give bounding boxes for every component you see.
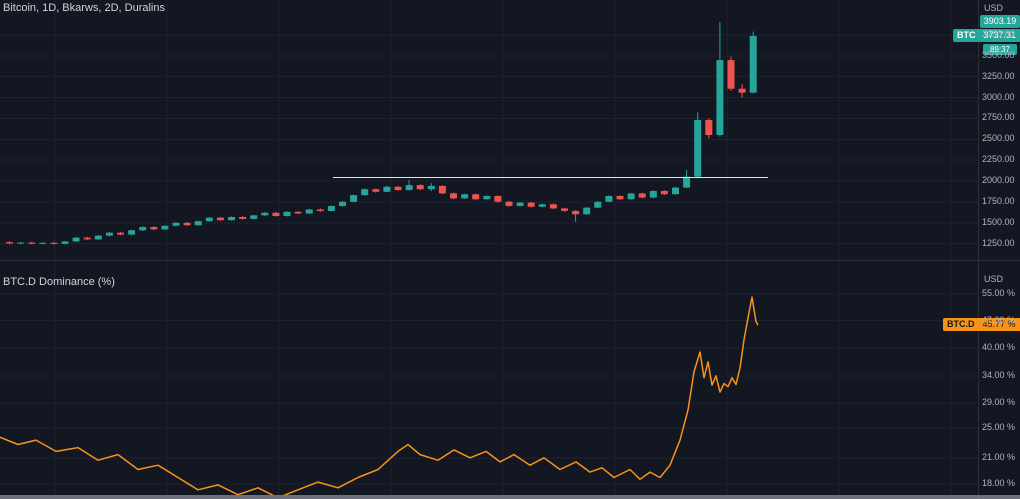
time-axis-strip[interactable] xyxy=(0,495,1020,499)
price-tick-label: 1250.00 xyxy=(982,237,1015,248)
percent-tick-label: 29.00 % xyxy=(982,396,1016,407)
price-tick-label: 2500.00 xyxy=(982,133,1015,144)
price-pane[interactable]: Bitcoin, 1D, Bkarws, 2D, Duralins xyxy=(0,0,978,260)
percent-tick-label: 18.00 % xyxy=(982,478,1016,488)
percent-tick-label: 25.00 % xyxy=(982,422,1016,433)
dominance-line-chart[interactable] xyxy=(0,261,978,495)
percent-tick-label: 55.00 % xyxy=(982,288,1016,298)
symbol-legend[interactable]: Bitcoin, 1D, Bkarws, 2D, Duralins xyxy=(3,2,165,14)
price-tick-label: 3250.00 xyxy=(982,70,1015,81)
currency-label-price-axis[interactable]: USD xyxy=(984,3,1004,13)
symbol-title[interactable]: Bitcoin, 1D, Bkarws, 2D, Duralins xyxy=(3,2,165,14)
price-tick-label: 3750.00 xyxy=(982,28,1015,39)
price-tick-label: 1500.00 xyxy=(982,216,1015,227)
candlestick-chart[interactable] xyxy=(0,0,978,260)
price-axis[interactable]: USD USD 3903.19 BTC 3737.31 89:37 BTC.D … xyxy=(943,0,1020,499)
dominance-pane[interactable]: BTC.D Dominance (%) xyxy=(0,261,978,495)
price-tick-label: 2750.00 xyxy=(982,112,1015,123)
bar-countdown-badge: 89:37 xyxy=(983,43,1017,55)
percent-tick-label: 34.00 % xyxy=(982,369,1016,380)
currency-label-dominance-axis[interactable]: USD xyxy=(984,274,1004,284)
last-price-badge: BTC 3737.31 xyxy=(953,28,1020,42)
dominance-symbol-tag: BTC.D xyxy=(943,318,979,332)
percent-tick-label: 47.00 % xyxy=(982,314,1016,325)
high-price-badge: 3903.19 xyxy=(980,15,1020,29)
price-tick-label: 3500.00 xyxy=(982,49,1015,60)
dominance-last-value: 45.77 % xyxy=(978,318,1020,332)
price-tick-label: 3000.00 xyxy=(982,91,1015,102)
price-tick-label: 1750.00 xyxy=(982,195,1015,206)
price-tick-label: 2000.00 xyxy=(982,175,1015,186)
indicator-legend[interactable]: BTC.D Dominance (%) xyxy=(3,276,115,288)
percent-tick-label: 21.00 % xyxy=(982,451,1016,462)
symbol-tag: BTC xyxy=(953,28,980,42)
pane-divider[interactable] xyxy=(0,260,1020,261)
indicator-title[interactable]: BTC.D Dominance (%) xyxy=(3,276,115,288)
price-tick-label: 2250.00 xyxy=(982,154,1015,165)
dominance-value-badge: BTC.D 45.77 % xyxy=(943,318,1020,332)
percent-tick-label: 40.00 % xyxy=(982,342,1016,353)
last-price-value: 3737.31 xyxy=(979,28,1020,42)
